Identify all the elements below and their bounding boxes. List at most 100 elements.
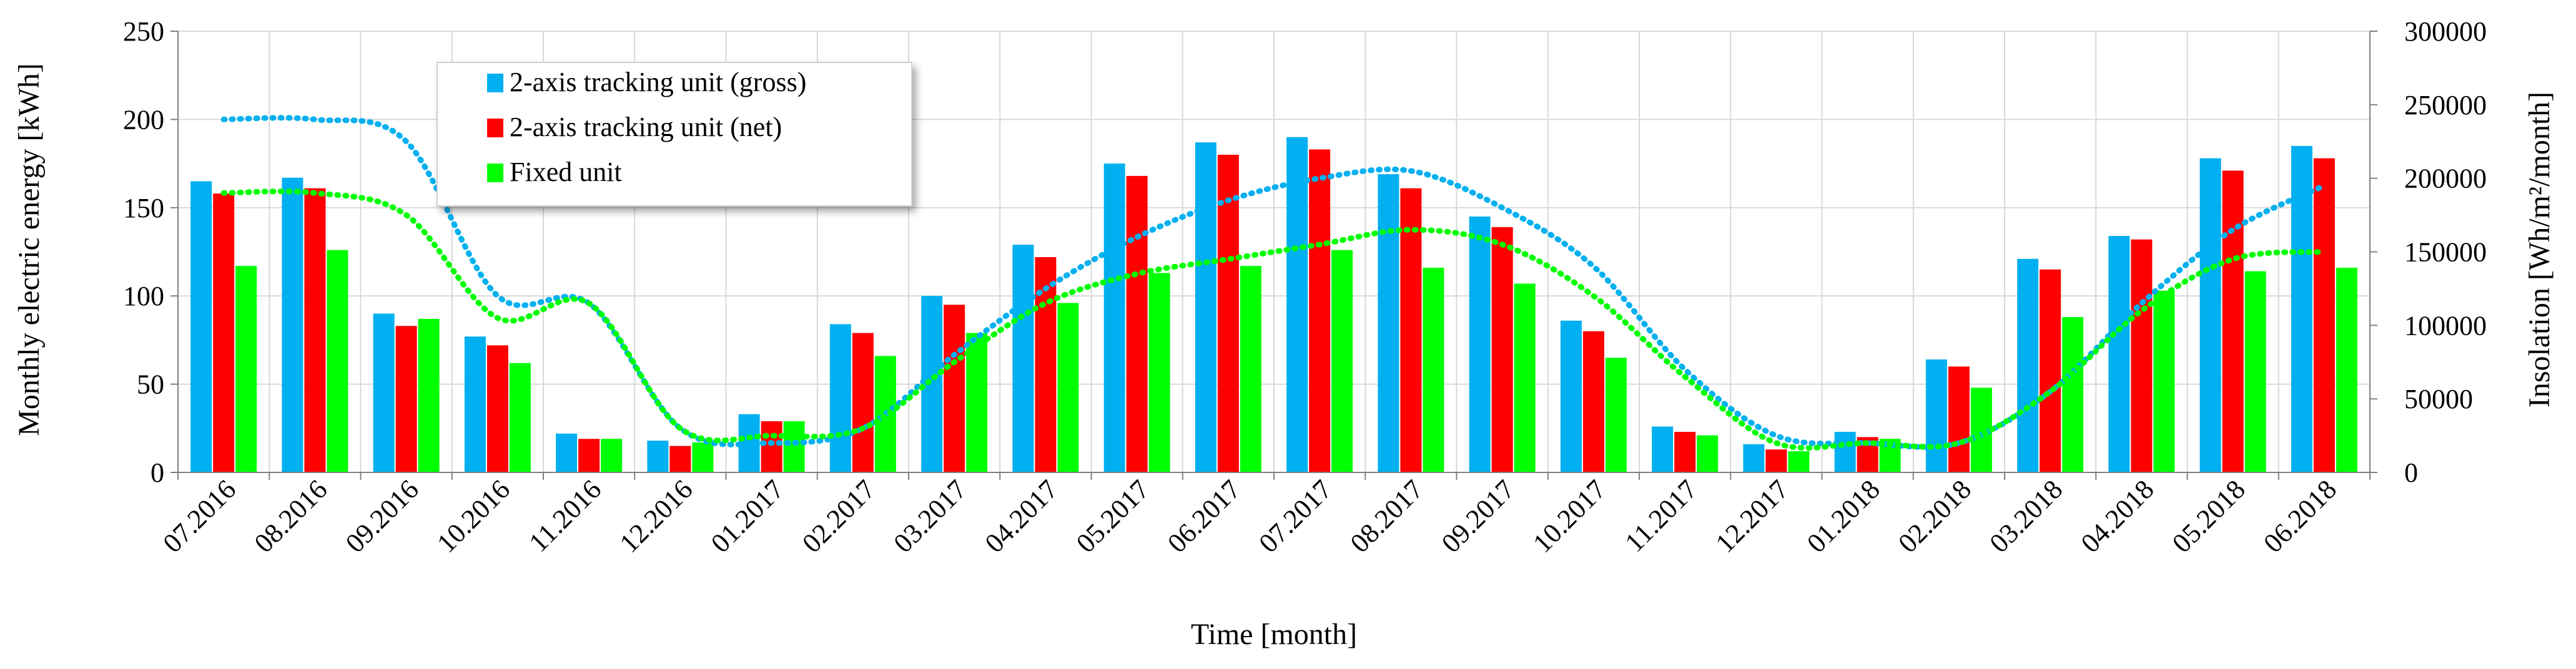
legend-swatch-fixed <box>487 164 503 182</box>
bar-net <box>1948 366 1970 472</box>
bar-fixed <box>1240 266 1261 472</box>
bar-fixed <box>1605 358 1627 472</box>
bar-gross <box>2199 158 2221 472</box>
bar-gross <box>647 441 669 472</box>
x-tick-label: 09.2016 <box>340 474 425 559</box>
bar-fixed <box>601 439 623 472</box>
bar-net <box>304 188 326 472</box>
y-tick-label: 150 <box>123 193 164 223</box>
y2-tick-label: 300000 <box>2404 16 2487 47</box>
bar-fixed <box>2336 267 2357 472</box>
legend-label-gross: 2-axis tracking unit (gross) <box>510 67 806 97</box>
bar-gross <box>1012 245 1034 472</box>
x-tick-label: 08.2016 <box>249 474 333 559</box>
bar-fixed <box>1057 303 1079 472</box>
x-tick-label: 06.2018 <box>2258 474 2342 559</box>
x-tick-label: 06.2017 <box>1162 474 1246 559</box>
y-tick-label: 250 <box>123 16 164 47</box>
x-tick-label: 10.2017 <box>1527 474 1612 559</box>
x-tick-label: 12.2017 <box>1710 474 1795 559</box>
x-tick-label: 01.2017 <box>705 474 790 559</box>
bar-gross <box>1286 137 1308 472</box>
bar-net <box>669 446 691 472</box>
x-tick-label: 11.2016 <box>523 474 608 558</box>
bar-gross <box>829 324 851 472</box>
y2-tick-label: 100000 <box>2404 310 2487 341</box>
bar-net <box>852 333 874 472</box>
x-axis-label: Time [month] <box>1191 618 1357 651</box>
legend-swatch-net <box>487 119 503 137</box>
bar-fixed <box>966 333 988 472</box>
x-tick-label: 11.2017 <box>1619 474 1704 558</box>
bar-net <box>2313 158 2335 472</box>
bar-fixed <box>783 421 805 472</box>
y2-axis-label: Insolation [Wh/m²/month] <box>2523 92 2556 408</box>
legend-box <box>437 62 912 207</box>
bar-net <box>1582 331 1604 472</box>
y2-tick-label: 0 <box>2404 457 2418 488</box>
x-tick-label: 07.2016 <box>157 474 242 559</box>
insolation-lines <box>220 115 2327 451</box>
x-tick-label: 07.2017 <box>1253 474 1338 559</box>
x-tick-label: 09.2017 <box>1436 474 1521 559</box>
bar-net <box>395 326 417 472</box>
y2-tick-label: 250000 <box>2404 90 2487 120</box>
bar-fixed <box>1148 273 1170 472</box>
y2-tick-label: 150000 <box>2404 237 2487 268</box>
bar-gross <box>1195 142 1216 472</box>
bar-gross <box>1469 216 1491 472</box>
y-tick-label: 0 <box>151 457 164 488</box>
x-tick-label: 03.2017 <box>887 474 972 559</box>
bar-gross <box>1378 174 1399 472</box>
bar-gross <box>2017 258 2039 472</box>
bar-net <box>1674 431 1696 472</box>
bar-net <box>1126 175 1148 472</box>
x-tick-label: 02.2017 <box>796 474 881 559</box>
bar-gross <box>556 433 578 472</box>
x-tick-label: 05.2017 <box>1070 474 1155 559</box>
bar-fixed <box>2062 317 2084 472</box>
legend-label-fixed: Fixed unit <box>510 157 622 187</box>
bar-fixed <box>1788 451 1810 472</box>
x-tick-label: 01.2018 <box>1801 474 1886 559</box>
bar-net <box>1309 149 1331 472</box>
y-tick-label: 100 <box>123 281 164 311</box>
bar-fixed <box>1697 435 1719 472</box>
bar-net <box>1491 227 1513 472</box>
bar-gross <box>1743 444 1765 472</box>
bar-gross <box>921 296 943 472</box>
y2-tick-label: 50000 <box>2404 384 2473 414</box>
bar-gross <box>282 177 303 472</box>
legend: 2-axis tracking unit (gross) 2-axis trac… <box>437 62 912 207</box>
bar-net <box>2131 239 2153 472</box>
x-tick-label: 04.2017 <box>979 474 1064 559</box>
y2-tick-label: 200000 <box>2404 164 2487 194</box>
bar-gross <box>1925 359 1947 472</box>
bar-fixed <box>1331 250 1353 472</box>
bar-net <box>1765 449 1787 472</box>
bar-net <box>761 421 782 472</box>
bar-gross <box>1834 431 1856 472</box>
bar-net <box>486 345 508 472</box>
bar-gross <box>464 336 486 472</box>
bar-net <box>2222 170 2244 472</box>
bar-fixed <box>418 318 440 472</box>
x-tick-label: 12.2016 <box>614 474 699 559</box>
bar-gross <box>1103 164 1125 472</box>
y-tick-label: 200 <box>123 104 164 135</box>
bar-net <box>944 305 965 472</box>
bar-net <box>578 439 600 472</box>
bar-fixed <box>327 250 348 472</box>
bar-gross <box>190 181 212 472</box>
bar-gross <box>1652 426 1674 472</box>
legend-label-net: 2-axis tracking unit (net) <box>510 112 782 142</box>
x-tick-label: 05.2018 <box>2166 474 2251 559</box>
bar-fixed <box>2153 290 2175 472</box>
bar-fixed <box>2244 271 2266 472</box>
bar-net <box>1217 154 1239 472</box>
bar-fixed <box>1423 267 1444 472</box>
y-tick-label: 50 <box>137 369 164 400</box>
x-tick-label: 03.2018 <box>1983 474 2068 559</box>
